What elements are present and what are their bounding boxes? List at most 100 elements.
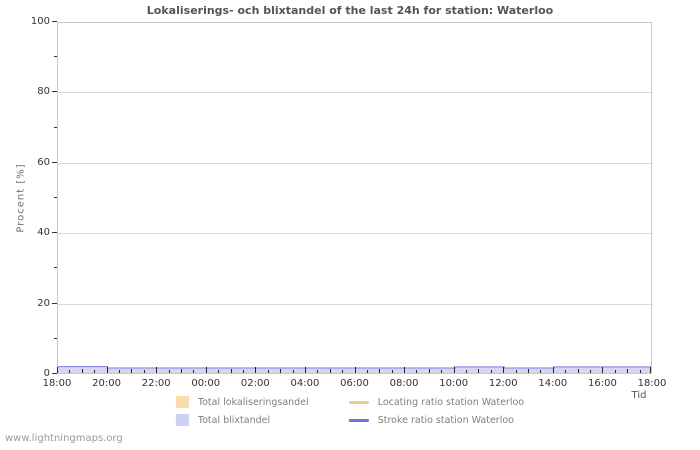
x-tick bbox=[639, 370, 641, 373]
y-axis-title: Procent [%] bbox=[15, 163, 27, 233]
x-tick bbox=[577, 369, 579, 373]
x-tick-label-2200: 22:00 bbox=[141, 378, 171, 389]
x-tick bbox=[540, 370, 542, 373]
y-tick-label-100: 100 bbox=[30, 16, 50, 27]
y-minor-tick bbox=[54, 126, 57, 128]
x-tick bbox=[292, 370, 294, 373]
y-minor-tick bbox=[54, 337, 57, 339]
x-tick bbox=[354, 367, 356, 373]
x-tick-label-0400: 04:00 bbox=[290, 378, 320, 389]
y-tick-label-60: 60 bbox=[37, 156, 50, 168]
x-tick bbox=[118, 370, 120, 373]
legend-box-swatch bbox=[175, 396, 189, 408]
gridline-y-80 bbox=[58, 92, 653, 94]
x-tick bbox=[602, 367, 604, 373]
x-tick bbox=[404, 367, 406, 373]
x-tick bbox=[106, 367, 108, 373]
x-tick bbox=[205, 367, 207, 373]
x-tick bbox=[168, 370, 170, 373]
legend-label: Total blixtandel bbox=[197, 414, 271, 426]
x-tick bbox=[329, 369, 331, 373]
x-tick bbox=[94, 370, 96, 373]
x-tick bbox=[428, 369, 430, 373]
y-minor-tick bbox=[54, 56, 57, 58]
x-tick bbox=[478, 369, 480, 373]
x-tick bbox=[230, 369, 232, 373]
chart-svg bbox=[58, 366, 651, 373]
x-tick bbox=[515, 370, 517, 373]
x-axis-title: Tid bbox=[631, 390, 647, 401]
y-tick bbox=[52, 161, 57, 163]
x-tick-label-0600: 06:00 bbox=[340, 378, 369, 389]
y-tick-label-40: 40 bbox=[37, 227, 50, 239]
legend-label: Locating ratio station Waterloo bbox=[377, 396, 525, 408]
x-tick bbox=[156, 367, 158, 373]
x-tick bbox=[366, 370, 368, 373]
x-tick bbox=[627, 369, 629, 373]
x-tick-label-1600: 16:00 bbox=[587, 378, 617, 389]
x-tick-label-1800: 18:00 bbox=[637, 378, 667, 389]
legend-item-total-lokaliseringsandel: Total lokaliseringsandel bbox=[175, 395, 309, 409]
x-tick bbox=[143, 370, 145, 373]
x-tick bbox=[81, 369, 83, 373]
x-tick bbox=[490, 370, 492, 373]
chart-title: Lokaliserings- och blixtandel of the las… bbox=[146, 4, 554, 17]
x-tick-label-0200: 02:00 bbox=[240, 378, 270, 389]
x-tick-label-1000: 10:00 bbox=[439, 378, 469, 389]
x-tick bbox=[466, 370, 468, 373]
y-tick-label-80: 80 bbox=[37, 86, 50, 98]
x-tick-label-1200: 12:00 bbox=[488, 378, 518, 389]
legend-line-swatch bbox=[348, 400, 369, 404]
y-tick bbox=[52, 21, 57, 22]
y-tick bbox=[52, 91, 57, 93]
legend-label: Stroke ratio station Waterloo bbox=[377, 414, 514, 426]
x-tick bbox=[255, 367, 257, 373]
plot-area bbox=[57, 22, 653, 374]
x-tick bbox=[590, 370, 592, 373]
x-tick-label-2000: 20:00 bbox=[92, 378, 121, 389]
x-tick bbox=[267, 370, 269, 373]
x-tick bbox=[650, 367, 651, 373]
x-tick bbox=[391, 370, 393, 373]
x-tick-label-0800: 08:00 bbox=[389, 378, 419, 389]
watermark-text: www.lightningmaps.org bbox=[5, 433, 123, 444]
x-tick bbox=[218, 370, 220, 373]
x-tick-label-1800: 18:00 bbox=[42, 378, 72, 389]
y-tick bbox=[52, 302, 57, 304]
legend-item-total-blixtandel: Total blixtandel bbox=[175, 413, 309, 427]
gridline-y-40 bbox=[58, 233, 653, 235]
x-tick bbox=[57, 367, 58, 373]
x-tick bbox=[565, 370, 567, 373]
x-tick bbox=[552, 367, 554, 373]
x-tick bbox=[69, 370, 71, 373]
x-tick bbox=[180, 369, 182, 373]
x-tick bbox=[193, 370, 195, 373]
x-tick bbox=[453, 367, 455, 373]
x-tick bbox=[131, 369, 133, 373]
x-tick bbox=[379, 369, 381, 373]
gridline-y-60 bbox=[58, 162, 653, 164]
x-tick bbox=[441, 370, 443, 373]
x-tick bbox=[614, 370, 616, 373]
x-tick bbox=[416, 370, 418, 373]
y-tick-label-0: 0 bbox=[43, 368, 50, 379]
x-tick-label-1400: 14:00 bbox=[538, 378, 568, 389]
legend-box-swatch bbox=[175, 414, 189, 426]
x-tick bbox=[317, 370, 319, 373]
legend-line-swatch bbox=[348, 418, 369, 422]
y-minor-tick bbox=[54, 267, 57, 269]
x-tick-label-0000: 00:00 bbox=[191, 378, 221, 389]
legend-item-stroke-ratio-station-waterloo: Stroke ratio station Waterloo bbox=[348, 413, 524, 427]
x-tick bbox=[528, 369, 530, 373]
x-tick bbox=[342, 370, 344, 373]
chart-legend: Total lokaliseringsandel Locating ratio s… bbox=[175, 395, 525, 427]
y-tick bbox=[52, 373, 57, 374]
y-minor-tick bbox=[54, 197, 57, 198]
y-tick-label-20: 20 bbox=[37, 297, 50, 309]
x-tick bbox=[304, 367, 306, 373]
gridline-y-20 bbox=[58, 303, 653, 305]
y-tick bbox=[52, 232, 57, 234]
x-tick bbox=[280, 369, 282, 373]
x-tick bbox=[242, 370, 244, 373]
legend-item-locating-ratio-station-waterloo: Locating ratio station Waterloo bbox=[348, 395, 525, 409]
